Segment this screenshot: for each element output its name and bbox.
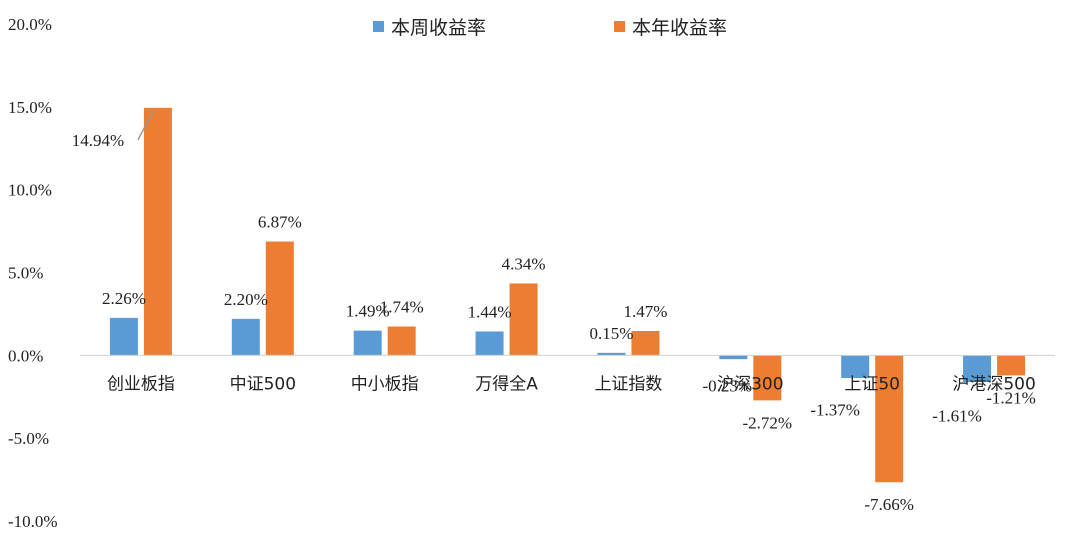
x-category-label: 上证50 (844, 374, 900, 394)
label-leader-line (137, 109, 155, 141)
bar-ytd (509, 283, 538, 356)
bar-ytd (753, 355, 782, 401)
bar-weekly (109, 317, 138, 356)
data-label: 1.74% (380, 298, 424, 317)
bar-ytd (997, 355, 1026, 376)
x-category-label: 创业板指 (107, 374, 175, 394)
data-label: 2.20% (224, 290, 268, 309)
bar-weekly (597, 352, 626, 356)
data-label: 2.26% (102, 289, 146, 308)
y-tick-label: -10.0% (8, 512, 58, 531)
data-label: 1.44% (468, 302, 512, 321)
legend-label: 本年收益率 (632, 17, 727, 39)
bar-weekly (841, 355, 870, 379)
legend-label: 本周收益率 (391, 17, 486, 39)
data-label: -2.72% (743, 413, 793, 432)
bar-weekly (475, 331, 504, 356)
bar-ytd (875, 355, 904, 483)
bar-weekly (963, 355, 992, 383)
x-category-label: 中证500 (230, 374, 296, 394)
y-tick-label: 10.0% (8, 181, 52, 200)
y-tick-label: 20.0% (8, 15, 52, 34)
data-label: 1.47% (623, 302, 667, 321)
bar-ytd (631, 330, 660, 356)
bars (109, 107, 1026, 483)
y-tick-label: -5.0% (8, 429, 49, 448)
x-category-label: 沪港深500 (952, 374, 1035, 394)
bar-ytd (265, 241, 294, 356)
y-tick-label: 15.0% (8, 98, 52, 117)
bar-ytd (143, 107, 172, 356)
data-label: 4.34% (502, 254, 546, 273)
data-label: -1.21% (986, 388, 1036, 407)
legend-swatch (614, 21, 625, 32)
data-label: 6.87% (258, 213, 302, 232)
x-category-label: 沪深300 (717, 374, 783, 394)
legend-swatch (373, 21, 384, 32)
y-tick-label: 0.0% (8, 346, 43, 365)
bar-weekly (719, 355, 748, 360)
bar-ytd (387, 326, 416, 356)
data-label: -7.66% (864, 495, 914, 514)
x-category-label: 中小板指 (351, 374, 419, 394)
x-category-label: 万得全A (475, 374, 538, 394)
bar-weekly (353, 330, 382, 356)
data-label: 0.15% (589, 324, 633, 343)
data-label: -1.61% (932, 406, 982, 425)
y-axis: 20.0% 15.0% 10.0% 5.0% 0.0% -5.0% -10.0% (8, 15, 58, 531)
bar-weekly (231, 318, 260, 356)
data-labels: 2.26% 14.94% 2.20% 6.87% 1.49%1.74% 1.44% 4.34… (72, 109, 1036, 514)
x-category-label: 上证指数 (594, 374, 662, 394)
legend: 本周收益率 本年收益率 (373, 17, 727, 39)
data-label: 1.49% (346, 302, 390, 321)
data-label: -0.23% (703, 376, 753, 395)
category-labels: 创业板指 中证500 中小板指 万得全A 上证指数 沪深300 上证50 沪港深500 (107, 374, 1036, 394)
data-label: 14.94% (72, 131, 124, 150)
data-label: -1.37% (810, 400, 860, 419)
y-tick-label: 5.0% (8, 264, 43, 283)
